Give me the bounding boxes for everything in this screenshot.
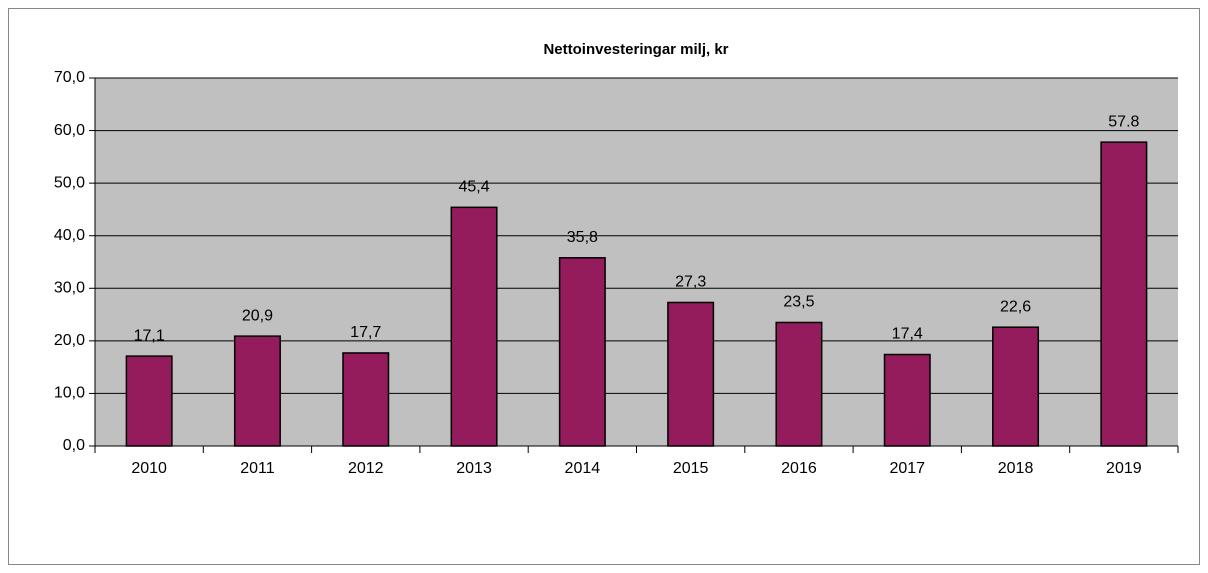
x-tick-label: 2018: [998, 460, 1034, 477]
x-tick-label: 2013: [456, 460, 492, 477]
bar: [450, 206, 498, 447]
chart-title: Nettoinvesteringar milj, kr: [543, 41, 728, 58]
bar: [125, 355, 173, 447]
data-label: 20,9: [242, 307, 273, 324]
y-tick-label: 20,0: [54, 332, 85, 349]
y-tick-label: 40,0: [54, 227, 85, 244]
data-label: 27,3: [675, 274, 706, 291]
y-tick-label: 60,0: [54, 122, 85, 139]
data-label: 45,4: [458, 179, 489, 196]
x-tick-label: 2010: [131, 460, 167, 477]
y-tick-label: 10,0: [54, 385, 85, 402]
x-tick-label: 2012: [348, 460, 384, 477]
y-tick-label: 50,0: [54, 174, 85, 191]
data-label: 23,5: [783, 294, 814, 311]
bar: [775, 321, 823, 447]
y-tick-label: 70,0: [54, 69, 85, 86]
x-tick-label: 2017: [889, 460, 925, 477]
data-label: 57.8: [1108, 113, 1139, 130]
bar: [1100, 141, 1148, 447]
bar: [233, 335, 281, 447]
data-label: 17,1: [134, 327, 165, 344]
x-tick-label: 2016: [781, 460, 817, 477]
data-label: 35,8: [567, 229, 598, 246]
data-label: 17,7: [350, 324, 381, 341]
data-label: 22,6: [1000, 298, 1031, 315]
data-label: 17,4: [892, 326, 923, 343]
x-tick-label: 2015: [673, 460, 709, 477]
bar: [558, 257, 606, 447]
x-tick-label: 2019: [1106, 460, 1142, 477]
x-tick-label: 2014: [565, 460, 601, 477]
x-tick-label: 2011: [240, 460, 275, 477]
bar: [342, 352, 390, 447]
bar: [667, 301, 715, 447]
bar: [992, 326, 1040, 447]
bar: [883, 353, 931, 447]
y-tick-label: 0,0: [63, 437, 85, 454]
y-tick-label: 30,0: [54, 280, 85, 297]
